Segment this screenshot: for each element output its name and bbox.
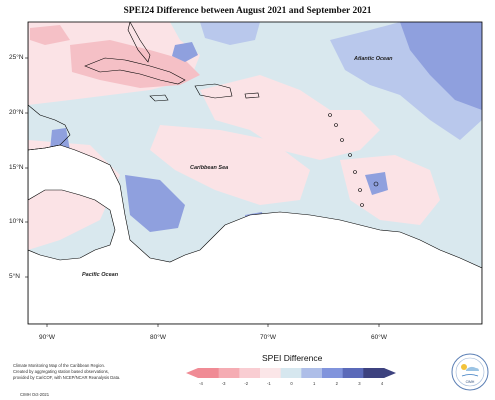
legend-swatch [280,368,302,378]
land-yucatan [28,22,71,151]
lat-tick-25: 25°N [9,54,24,61]
land-hispaniola [194,83,233,99]
lat-tick-20: 20°N [9,109,24,116]
lat-tick-5: 5°N [9,273,20,280]
legend-arrow-left [186,368,198,378]
credit-text: Climate Monitoring Map of the Caribbean … [13,363,173,381]
dry-patch-atlantic-mid [200,75,380,160]
map-title: SPEI24 Difference between August 2021 an… [123,6,372,16]
legend-swatch [322,368,344,378]
land-florida [127,22,151,63]
credit-line: Climate Monitoring Map of the Caribbean … [13,363,105,368]
legend-tick-label: 1 [312,381,316,386]
lat-tick-15: 15°N [9,164,24,171]
dry-patch-cuba [70,40,200,88]
legend-swatch [260,368,282,378]
land-lesser-antilles [328,113,379,207]
land-cuba [84,57,186,85]
lon-tick-marks [46,324,380,327]
dry-patch-east [340,155,440,225]
lat-tick-10: 10°N [9,218,24,225]
lon-tick-60: 60°W [371,334,387,341]
lon-tick-90: 90°W [39,334,55,341]
lat-tick-marks [25,57,28,278]
label-atlantic-ocean: Atlantic Ocean [354,56,393,62]
legend-swatch [363,368,385,378]
legend-arrow-right [384,368,396,378]
dry-patch-nw [30,25,70,45]
cimh-logo: CIMH [451,353,489,391]
legend-tick-label: 2 [335,381,338,386]
land-puertorico [244,92,260,99]
legend-tick-label: -2 [244,381,249,386]
credit-date: CIMH Oct-2021 [20,392,50,397]
legend-tick-label: -3 [221,381,226,386]
legend-tick-label: 3 [358,381,361,386]
credit-line: provided by CariCOF, with NCEP/NCAR Rean… [13,375,121,380]
label-pacific-ocean: Pacific Ocean [82,272,119,278]
lon-tick-80: 80°W [150,334,166,341]
legend-swatch [218,368,240,378]
lon-tick-70: 70°W [260,334,276,341]
logo-text: CIMH [466,380,475,384]
land-central-america [28,144,482,324]
legend-swatch [342,368,364,378]
land-jamaica [149,94,169,102]
wet-patch-lesser-antilles [365,172,388,195]
plot-border [27,21,483,325]
credit-line: Created by aggregating station based obs… [13,369,109,374]
wet-patch-caribbean-south [125,175,185,232]
legend-swatch [239,368,261,378]
legend-title: SPEI Difference [262,353,323,363]
legend-bar [186,368,396,378]
legend-tick-label: -1 [267,381,271,386]
legend-swatch [198,368,220,378]
wet-patch-north [200,22,260,45]
legend-tick-label: 4 [380,381,384,386]
dry-patch-central-carib [150,125,310,205]
wet-patch-bahamas [172,42,198,62]
legend-tick-label: 0 [290,381,293,386]
wet-patch-atlantic-core [400,22,482,110]
label-caribbean-sea: Caribbean Sea [190,165,229,171]
legend-swatch [301,368,323,378]
legend-tick-label: -4 [199,381,203,386]
